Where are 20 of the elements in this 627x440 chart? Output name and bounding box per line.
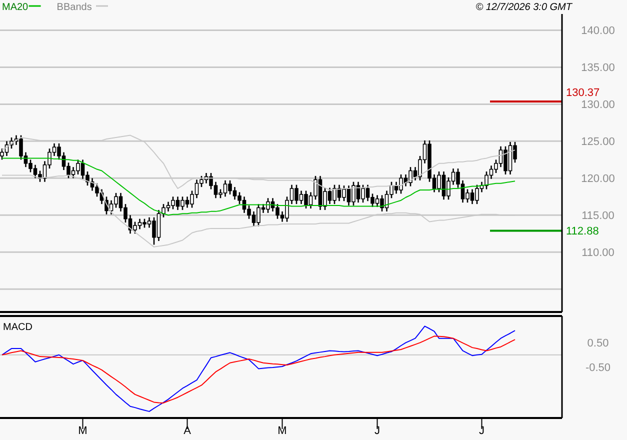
legend-label: BBands [56,2,92,13]
text: MACD [3,322,32,333]
x-tick-label: M [278,425,287,437]
ref-line-label: 112.88 [566,226,599,238]
x-tick-label: M [78,425,88,437]
y-tick-label: 140.00 [581,25,615,38]
y-tick-label: 115.00 [582,210,614,222]
x-tick-label: J [374,425,380,437]
y-tick-label: -0.50 [585,362,611,374]
y-tick-label: 130.00 [581,99,615,112]
y-tick-label: 120.00 [581,173,615,186]
legend-label: MA20 [2,2,29,13]
y-tick-label: 125.00 [581,136,615,148]
y-tick-label: 110.00 [582,246,614,259]
ref-line-label: 130.37 [566,87,600,100]
x-tick-label: J [479,425,484,437]
text: © 12/7/2026 3:0 GMT [476,2,573,13]
y-tick-label: 135.00 [581,62,615,74]
y-tick-label: 0.50 [587,338,609,350]
x-tick-label: A [184,425,192,437]
